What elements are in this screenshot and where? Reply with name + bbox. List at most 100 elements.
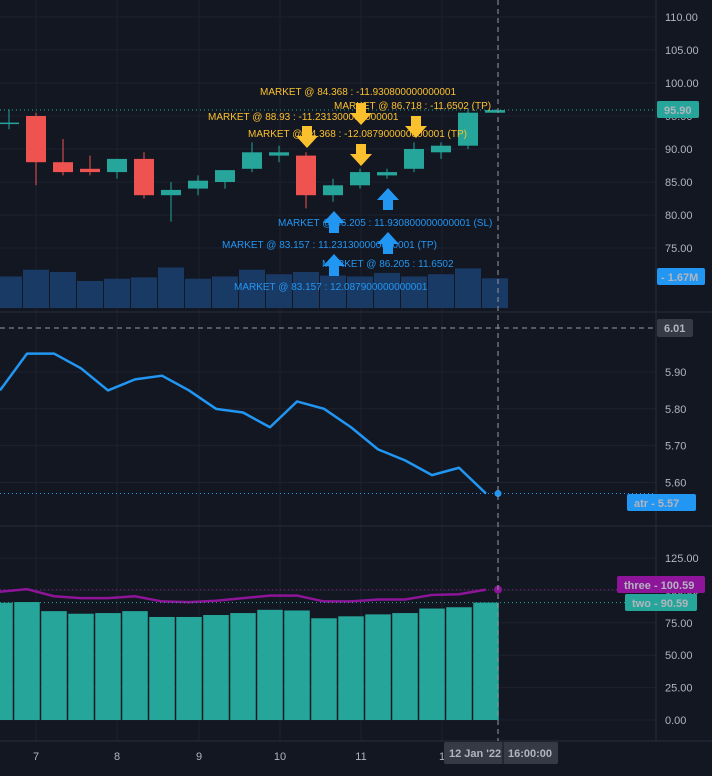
indicator-tick-label: 125.00 xyxy=(665,553,699,565)
candle-up xyxy=(269,152,289,156)
crosshair-time-badge xyxy=(444,742,558,764)
volume-bar xyxy=(77,281,103,308)
price-tick-label: 75.00 xyxy=(665,243,693,255)
two-bar xyxy=(203,615,229,720)
candle-up xyxy=(377,172,397,176)
candle-down xyxy=(53,162,73,173)
two-bar xyxy=(284,610,310,720)
indicator-tick-label: 0.00 xyxy=(665,715,686,727)
volume-bar xyxy=(185,278,211,308)
three-line xyxy=(0,587,487,604)
time-tick-label: 1 xyxy=(439,751,445,763)
indicator-tick-label: 75.00 xyxy=(665,618,693,630)
trade-annotation: MARKET @ 83.157 : 11.231300000000001 (TP… xyxy=(222,240,437,251)
volume-bar xyxy=(239,269,265,308)
time-tick-label: 10 xyxy=(274,751,286,763)
volume-bar xyxy=(455,268,481,308)
candle-up xyxy=(0,122,19,125)
volume-bar xyxy=(482,278,508,308)
volume-badge xyxy=(657,268,705,285)
indicator-tick-label: 25.00 xyxy=(665,683,693,695)
two-bar xyxy=(122,611,148,720)
time-tick-label: 9 xyxy=(196,751,202,763)
candle-up xyxy=(458,112,478,146)
two-bar xyxy=(257,609,283,720)
trade-annotation: MARKET @ 86.718 : -11.6502 (TP) xyxy=(334,101,491,112)
volume-value: - 1.67M xyxy=(661,272,698,284)
price-tick-label: 90.00 xyxy=(665,144,693,156)
two-bar xyxy=(473,602,499,720)
volume-bar xyxy=(104,278,130,308)
price-tick-label: 110.00 xyxy=(665,12,698,24)
two-bar xyxy=(176,616,202,720)
crosshair-price-badge xyxy=(657,319,693,337)
price-tick-label: 105.00 xyxy=(665,45,699,57)
trade-annotation: MARKET @ 88.93 : -11.231300000000001 xyxy=(208,112,399,123)
candle-down xyxy=(26,116,46,163)
volume-bar xyxy=(374,272,400,308)
two-bar xyxy=(68,613,94,720)
sell-arrow-icon xyxy=(350,103,372,125)
trade-annotation: MARKET @ 86.205 : 11.6502 xyxy=(322,259,454,270)
two-bar xyxy=(41,611,67,720)
volume-bar xyxy=(131,277,157,308)
buy-arrow-icon xyxy=(323,254,345,276)
volume-bar xyxy=(50,272,76,308)
two-bar xyxy=(95,613,121,720)
two-bar xyxy=(311,618,337,720)
trade-annotation: MARKET @ 84.368 : -11.930800000000001 xyxy=(260,87,456,98)
volume-bar xyxy=(0,276,22,308)
candle-up xyxy=(350,172,370,186)
atr-tick-label: 5.70 xyxy=(665,441,686,453)
two-badge xyxy=(625,594,697,611)
last-price-badge xyxy=(657,101,699,118)
price-tick-label: 80.00 xyxy=(665,210,693,222)
sell-arrow-icon xyxy=(405,116,427,138)
atr-tick-label: 5.80 xyxy=(665,404,686,416)
atr-tick-label: 5.90 xyxy=(665,367,686,379)
two-value: two - 90.59 xyxy=(632,598,688,610)
candle-up xyxy=(107,158,127,173)
candle-up xyxy=(188,180,208,189)
candle-down xyxy=(134,158,154,196)
two-bar xyxy=(392,613,418,720)
price-tick-label: 100.00 xyxy=(665,78,699,90)
candle-up xyxy=(323,185,343,196)
crosshair-time: 16:00:00 xyxy=(508,748,552,760)
time-tick-label: 7 xyxy=(33,751,39,763)
two-bar xyxy=(365,614,391,720)
crosshair-price-value: 6.01 xyxy=(664,323,685,335)
volume-bar xyxy=(212,276,238,308)
two-bar xyxy=(0,602,13,720)
three-value: three - 100.59 xyxy=(624,580,694,592)
trade-annotation: MARKET @ 86.205 : 11.930800000000001 (SL… xyxy=(278,218,492,229)
atr-value: atr - 5.57 xyxy=(634,498,679,510)
atr-badge xyxy=(627,494,696,511)
candle-up xyxy=(242,152,262,169)
volume-bar xyxy=(401,276,427,308)
buy-arrow-icon xyxy=(377,232,399,254)
trade-annotation: MARKET @ 83.157 : 12.087900000000001 xyxy=(234,282,428,293)
two-bar xyxy=(230,613,256,720)
sell-arrow-icon xyxy=(296,126,318,148)
atr-tick-label: 5.60 xyxy=(665,478,686,490)
candle-down xyxy=(296,155,316,196)
volume-bar xyxy=(347,276,373,308)
sell-arrow-icon xyxy=(350,144,372,166)
atr-line xyxy=(0,352,487,495)
volume-bar xyxy=(266,274,292,308)
time-tick-label: 8 xyxy=(114,751,120,763)
buy-arrow-icon xyxy=(323,211,345,233)
price-tick-label: 85.00 xyxy=(665,177,693,189)
two-bar xyxy=(338,616,364,720)
two-bar xyxy=(446,607,472,720)
candle-up xyxy=(431,145,451,153)
trade-annotation: MARKET @ 84.368 : -12.087900000000001 (T… xyxy=(248,129,467,140)
time-tick-label: 11 xyxy=(355,751,366,763)
candle-down xyxy=(80,168,100,173)
buy-arrow-icon xyxy=(377,188,399,210)
two-bar xyxy=(149,616,175,720)
candle-up xyxy=(485,110,505,113)
